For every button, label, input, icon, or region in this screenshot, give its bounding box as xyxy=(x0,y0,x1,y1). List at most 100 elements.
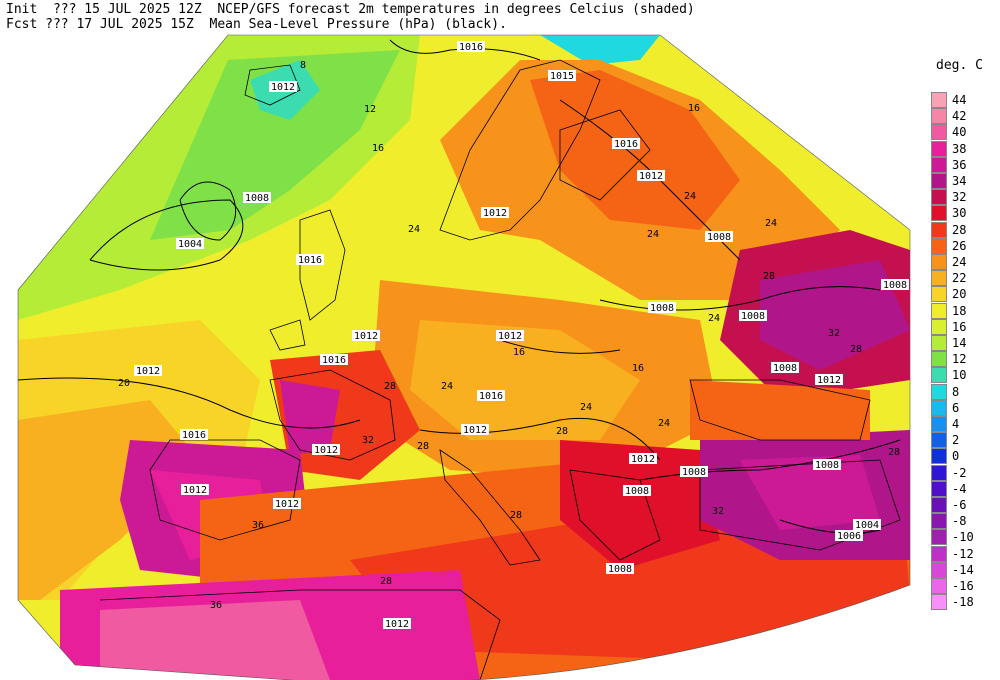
legend-label: -10 xyxy=(952,530,974,545)
legend-label: 12 xyxy=(952,352,967,367)
temp-label: 16 xyxy=(513,347,525,358)
legend-swatch xyxy=(931,578,947,594)
legend-swatch xyxy=(931,351,947,368)
legend-title: deg. C xyxy=(936,58,983,73)
isobar-label: 1008 xyxy=(682,467,706,478)
legend-swatch xyxy=(931,383,947,400)
legend-swatch xyxy=(931,513,947,530)
temp-label: 36 xyxy=(252,520,264,531)
isobar-label: 1008 xyxy=(625,486,649,497)
isobar-label: 1012 xyxy=(463,425,487,436)
temp-label: 16 xyxy=(372,143,384,154)
isobar-label: 1012 xyxy=(136,366,160,377)
temp-label: 8 xyxy=(300,60,306,71)
temp-label: 28 xyxy=(384,381,396,392)
legend-label: 30 xyxy=(952,206,967,221)
isobar-label: 1012 xyxy=(639,171,663,182)
legend-swatch xyxy=(931,189,947,206)
isobar-label: 1012 xyxy=(183,485,207,496)
legend-label: -12 xyxy=(952,546,974,561)
isobar-label: 1008 xyxy=(650,303,674,314)
legend-swatch xyxy=(931,237,947,254)
legend-swatch xyxy=(931,497,947,513)
temp-label: 24 xyxy=(658,418,670,429)
isobar-label: 1008 xyxy=(741,311,765,322)
legend-label: 32 xyxy=(952,190,967,205)
legend-label: 44 xyxy=(952,93,967,107)
temp-label: 16 xyxy=(632,363,644,374)
legend-swatch xyxy=(931,432,947,449)
legend-label: 42 xyxy=(952,109,967,124)
isobar-label: 1008 xyxy=(815,460,839,471)
legend-swatch xyxy=(931,464,947,481)
legend-swatch xyxy=(931,367,947,384)
isobar-label: 1016 xyxy=(298,255,322,266)
legend-label: -18 xyxy=(952,595,974,610)
legend-swatch xyxy=(931,221,947,238)
isobar-label: 1016 xyxy=(182,430,206,441)
legend-label: 22 xyxy=(952,271,967,286)
isobar-label: 1012 xyxy=(385,619,409,630)
temp-label: 24 xyxy=(647,229,659,240)
temp-label: 32 xyxy=(712,506,724,517)
temp-label: 32 xyxy=(362,435,374,446)
isobar-label: 1015 xyxy=(550,71,574,82)
isobar-label: 1006 xyxy=(837,531,861,542)
legend-label: 8 xyxy=(952,384,960,399)
legend-label: 6 xyxy=(952,400,960,415)
isobar-label: 1012 xyxy=(275,499,299,510)
temp-label: 12 xyxy=(364,104,376,115)
legend-label: -4 xyxy=(952,481,967,496)
legend-label: -16 xyxy=(952,579,974,593)
legend-label: -2 xyxy=(952,465,967,480)
legend-swatch xyxy=(931,173,947,189)
temp-label: 24 xyxy=(708,313,720,324)
legend-label: 36 xyxy=(952,157,967,172)
temp-label: 32 xyxy=(828,328,840,339)
isobar-label: 1008 xyxy=(707,232,731,243)
temp-label: 28 xyxy=(888,447,900,458)
temp-label: 28 xyxy=(556,426,568,437)
isobar-label: 1004 xyxy=(178,239,202,250)
legend-label: -8 xyxy=(952,514,967,529)
isobar-label: 1012 xyxy=(271,82,295,93)
legend-label: -6 xyxy=(952,498,967,512)
legend-swatch xyxy=(931,480,947,497)
legend-label: 16 xyxy=(952,319,967,334)
legend-label: 24 xyxy=(952,255,967,269)
legend-swatch xyxy=(931,156,947,173)
isobar-label: 1008 xyxy=(245,193,269,204)
isobar-label: 1016 xyxy=(614,139,638,150)
legend-label: 20 xyxy=(952,287,967,302)
legend-swatch xyxy=(931,286,947,303)
temp-label: 28 xyxy=(850,344,862,355)
legend-label: 4 xyxy=(952,417,960,431)
legend-swatch xyxy=(931,124,947,141)
isobar-label: 1016 xyxy=(459,42,483,53)
legend-label: -14 xyxy=(952,562,974,577)
temp-label: 20 xyxy=(118,378,130,389)
legend-swatch xyxy=(931,302,947,319)
temp-label: 28 xyxy=(380,576,392,587)
isobar-label: 1012 xyxy=(631,454,655,465)
temp-label: 16 xyxy=(688,103,700,114)
legend-swatch xyxy=(931,254,947,270)
legend-label: 26 xyxy=(952,238,967,253)
legend-swatch xyxy=(931,140,947,157)
legend-swatch xyxy=(931,318,947,335)
legend-swatch xyxy=(931,594,947,611)
temp-label: 28 xyxy=(417,441,429,452)
legend-swatch xyxy=(931,92,947,108)
legend-swatch xyxy=(931,205,947,222)
legend-label: 14 xyxy=(952,336,967,350)
isobar-label: 1012 xyxy=(817,375,841,386)
isobar-label: 1012 xyxy=(483,208,507,219)
legend-label: 2 xyxy=(952,433,960,448)
legend-label: 10 xyxy=(952,368,967,383)
temp-label: 28 xyxy=(510,510,522,521)
isobar-label: 1012 xyxy=(498,331,522,342)
isobar-label: 1012 xyxy=(354,331,378,342)
isobar-label: 1012 xyxy=(314,445,338,456)
temp-label: 24 xyxy=(580,402,592,413)
